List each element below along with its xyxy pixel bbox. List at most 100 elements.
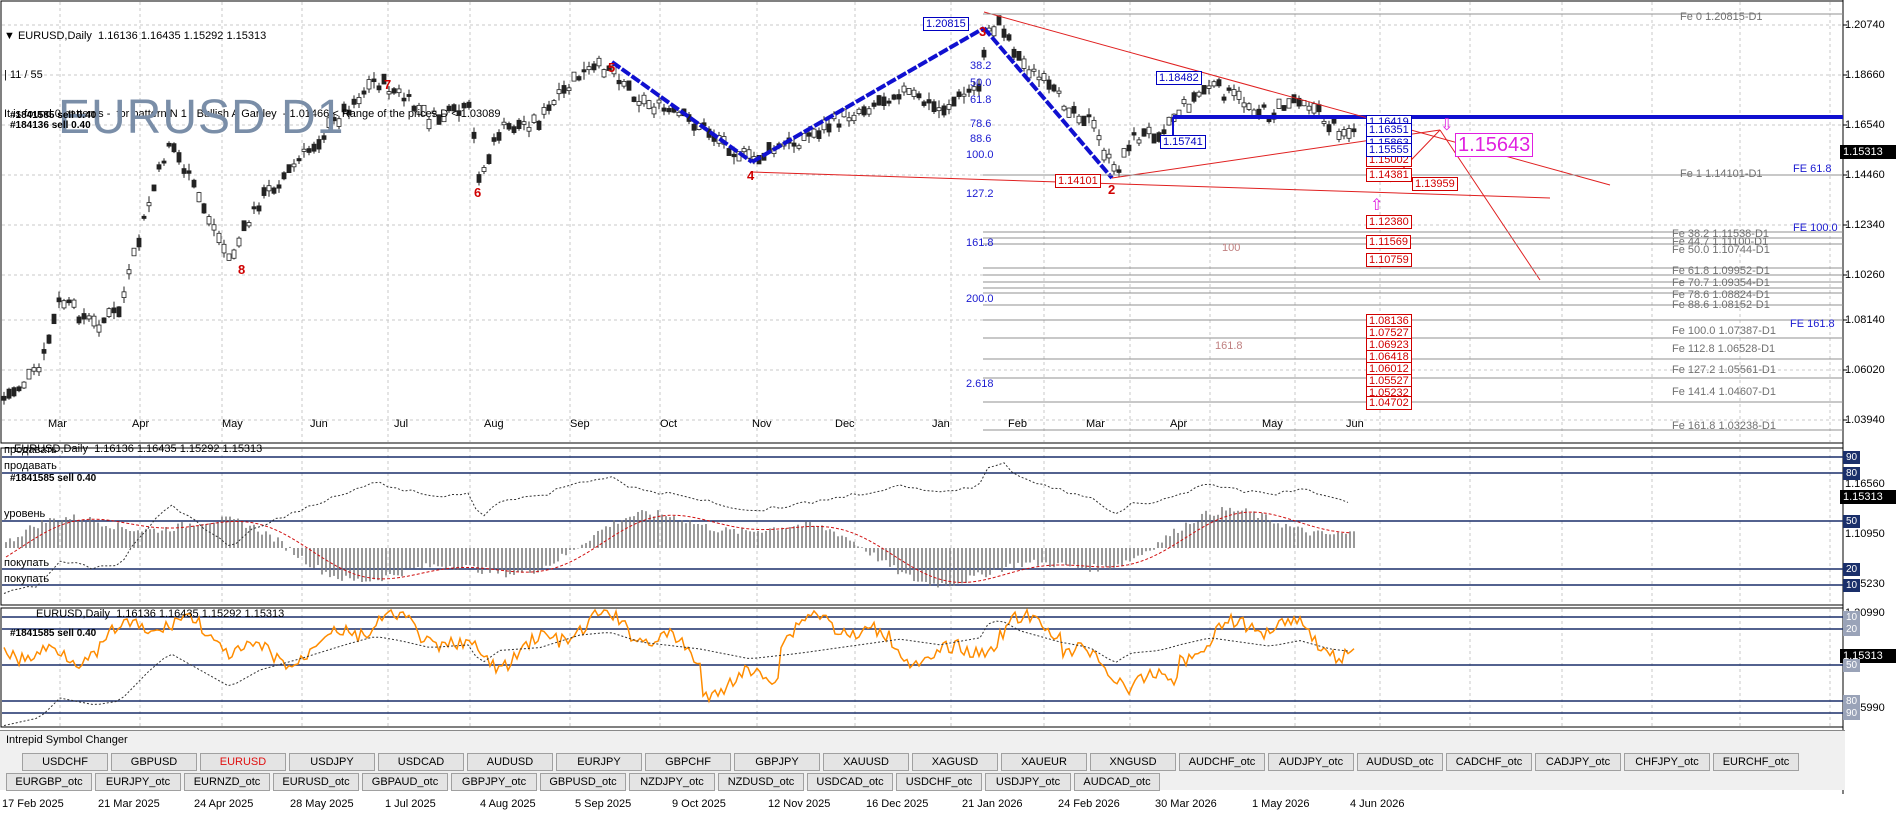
pattern-point-label: 2 bbox=[1108, 182, 1116, 197]
symbol-button-xaueur[interactable]: XAUEUR bbox=[1001, 753, 1087, 771]
symbol-button-usdchf_otc[interactable]: USDCHF_otc bbox=[896, 773, 982, 791]
symbol-button-usdjpy_otc[interactable]: USDJPY_otc bbox=[985, 773, 1071, 791]
symbol-button-eurnzd_otc[interactable]: EURNZD_otc bbox=[184, 773, 270, 791]
candle-body bbox=[996, 15, 1002, 26]
pattern-point-label: 8 bbox=[238, 262, 246, 277]
candle-body bbox=[46, 334, 52, 344]
candle-body bbox=[691, 123, 697, 131]
pattern-counter: 11 / 55 bbox=[9, 69, 43, 81]
month-label: Apr bbox=[1170, 418, 1188, 430]
candle-body bbox=[141, 215, 147, 219]
symbol-button-eurusd_otc[interactable]: EURUSD_otc bbox=[273, 773, 359, 791]
candle-body bbox=[906, 88, 912, 95]
blue-price-box: 1.18482 bbox=[1156, 71, 1202, 85]
symbol-button-usdcad_otc[interactable]: USDCAD_otc bbox=[807, 773, 893, 791]
osc-signal-line bbox=[5, 511, 1351, 583]
symbol-button-usdchf[interactable]: USDCHF bbox=[22, 753, 108, 771]
level-100-label: 100 bbox=[1222, 242, 1241, 254]
symbol-button-gbpjpy[interactable]: GBPJPY bbox=[734, 753, 820, 771]
candle-body bbox=[951, 96, 957, 107]
candle-body bbox=[1196, 91, 1202, 97]
candle-body bbox=[151, 184, 157, 192]
candle-body bbox=[601, 69, 607, 78]
symbol-button-audchf_otc[interactable]: AUDCHF_otc bbox=[1179, 753, 1265, 771]
candle-body bbox=[1076, 115, 1082, 124]
symbol-button-eurchf_otc[interactable]: EURCHF_otc bbox=[1713, 753, 1799, 771]
symbol-button-nzdjpy_otc[interactable]: NZDJPY_otc bbox=[629, 773, 715, 791]
symbol-button-gbpaud_otc[interactable]: GBPAUD_otc bbox=[362, 773, 448, 791]
rsi-level-tag: 50 bbox=[1843, 659, 1860, 672]
candle-body bbox=[1186, 103, 1192, 113]
fib-pct-label: 161.8 bbox=[966, 237, 994, 249]
symbol-button-usdjpy[interactable]: USDJPY bbox=[289, 753, 375, 771]
symbol-button-gbpjpy_otc[interactable]: GBPJPY_otc bbox=[451, 773, 537, 791]
candle-body bbox=[846, 117, 852, 122]
candle-body bbox=[641, 94, 647, 105]
symbol-button-cadjpy_otc[interactable]: CADJPY_otc bbox=[1535, 753, 1621, 771]
candle-body bbox=[361, 90, 367, 95]
pink-arrow-down: ⇩ bbox=[1440, 117, 1453, 134]
candle-body bbox=[256, 205, 262, 212]
candle-body bbox=[1246, 103, 1252, 110]
symbol-button-nzdusd_otc[interactable]: NZDUSD_otc bbox=[718, 773, 804, 791]
candle-body bbox=[571, 71, 577, 82]
fe-level-label: Fe 44.7 1.11100-D1 bbox=[1672, 236, 1769, 248]
month-label: Apr bbox=[132, 418, 150, 430]
candle-body bbox=[1036, 76, 1042, 81]
collapse-arrow-icon[interactable]: ▼ bbox=[4, 30, 15, 42]
fe-level-label: Fe 127.2 1.05561-D1 bbox=[1672, 364, 1776, 376]
candle-body bbox=[6, 388, 12, 399]
symbol-button-audusd[interactable]: AUDUSD bbox=[467, 753, 553, 771]
candle-body bbox=[336, 118, 342, 127]
symbol-button-gbpusd_otc[interactable]: GBPUSD_otc bbox=[540, 773, 626, 791]
osc-level-tag: 50 bbox=[1843, 515, 1860, 528]
candle-body bbox=[961, 93, 967, 97]
candle-body bbox=[741, 148, 747, 153]
candle-body bbox=[136, 237, 142, 248]
osc-level-label: уровень bbox=[4, 508, 46, 520]
candle-body bbox=[506, 123, 512, 130]
candle-body bbox=[396, 88, 402, 94]
symbol-button-gbpchf[interactable]: GBPCHF bbox=[645, 753, 731, 771]
candle-body bbox=[426, 118, 432, 130]
symbol-button-usdcad[interactable]: USDCAD bbox=[378, 753, 464, 771]
symbol-button-audcad_otc[interactable]: AUDCAD_otc bbox=[1074, 773, 1160, 791]
candle-body bbox=[661, 107, 667, 112]
symbol-button-xngusd[interactable]: XNGUSD bbox=[1090, 753, 1176, 771]
candle-body bbox=[406, 94, 412, 97]
symbol-button-xagusd[interactable]: XAGUSD bbox=[912, 753, 998, 771]
candle-body bbox=[1211, 81, 1217, 87]
symbol-button-eurjpy[interactable]: EURJPY bbox=[556, 753, 642, 771]
candle-body bbox=[251, 206, 257, 210]
candle-body bbox=[1276, 98, 1282, 109]
pattern-point-label: 7 bbox=[384, 77, 392, 92]
candle-body bbox=[331, 117, 337, 122]
candle-body bbox=[1341, 129, 1347, 137]
symbol-button-eurjpy_otc[interactable]: EURJPY_otc bbox=[95, 773, 181, 791]
date-axis-label: 30 Mar 2026 bbox=[1155, 798, 1217, 810]
osc-pane-info: EURUSD,Daily 1.16136 1.16435 1.15292 1.1… bbox=[14, 443, 263, 455]
candle-body bbox=[966, 88, 972, 93]
symbol-button-chfjpy_otc[interactable]: CHFJPY_otc bbox=[1624, 753, 1710, 771]
candle-body bbox=[1151, 133, 1157, 144]
candle-body bbox=[806, 132, 812, 137]
month-label: Feb bbox=[1008, 418, 1027, 430]
symbol-button-eurusd[interactable]: EURUSD bbox=[200, 753, 286, 771]
order-tag-2: #184136 sell 0.40 bbox=[10, 120, 91, 131]
symbol-button-audjpy_otc[interactable]: AUDJPY_otc bbox=[1268, 753, 1354, 771]
fib-pct-label: 127.2 bbox=[966, 188, 994, 200]
symbol-button-cadchf_otc[interactable]: CADCHF_otc bbox=[1446, 753, 1532, 771]
symbol-button-audusd_otc[interactable]: AUDUSD_otc bbox=[1357, 753, 1443, 771]
candle-body bbox=[796, 145, 802, 149]
candle-body bbox=[1106, 153, 1112, 159]
candle-body bbox=[1261, 104, 1267, 108]
symbol-button-eurgbp_otc[interactable]: EURGBP_otc bbox=[6, 773, 92, 791]
date-axis-label: 4 Aug 2025 bbox=[480, 798, 536, 810]
symbol-button-gbpusd[interactable]: GBPUSD bbox=[111, 753, 197, 771]
candle-body bbox=[981, 49, 987, 58]
candle-body bbox=[266, 185, 272, 192]
symbol-button-xauusd[interactable]: XAUUSD bbox=[823, 753, 909, 771]
candle-body bbox=[586, 66, 592, 71]
harmonic-pattern-leg bbox=[750, 26, 986, 164]
